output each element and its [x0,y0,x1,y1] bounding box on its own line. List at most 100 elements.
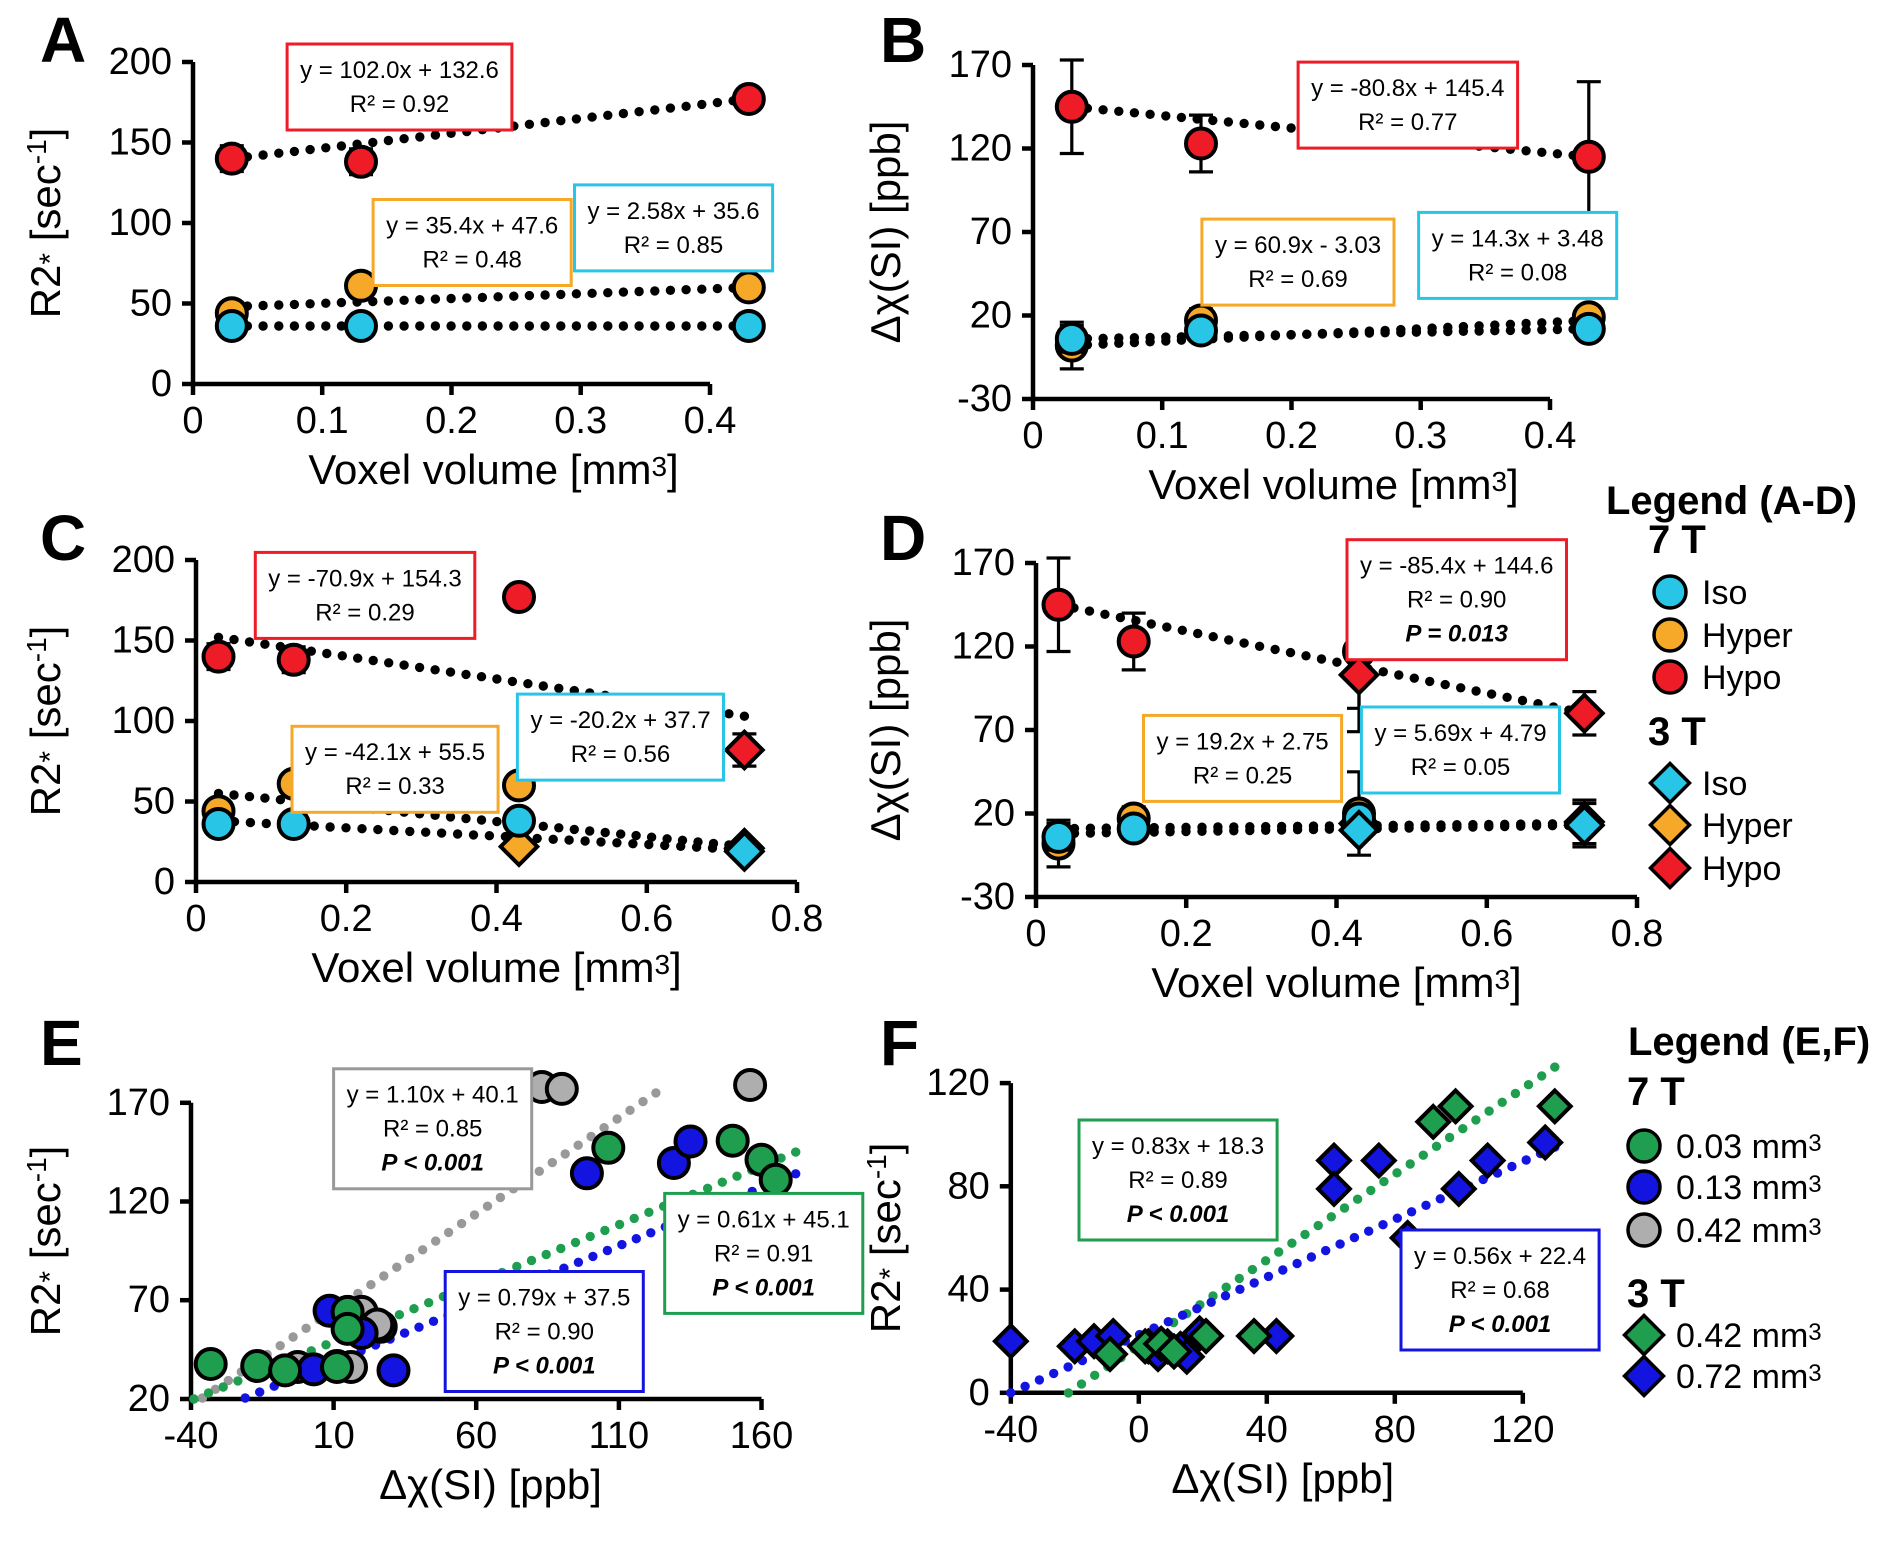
svg-text:y = 35.4x + 47.6: y = 35.4x + 47.6 [386,212,558,239]
svg-text:0.3: 0.3 [554,400,607,442]
svg-text:R² = 0.92: R² = 0.92 [350,91,449,118]
svg-text:0.2: 0.2 [1160,913,1213,955]
svg-text:R² = 0.77: R² = 0.77 [1358,109,1457,136]
svg-text:60: 60 [455,1415,497,1457]
svg-text:-30: -30 [960,876,1015,918]
svg-text:R² = 0.05: R² = 0.05 [1411,754,1510,781]
svg-text:0.42 mm3: 0.42 mm3 [1676,1212,1822,1250]
svg-text:R² = 0.89: R² = 0.89 [1128,1167,1227,1194]
svg-text:120: 120 [949,128,1012,170]
svg-text:40: 40 [948,1269,990,1311]
svg-text:70: 70 [970,211,1012,253]
svg-text:R² = 0.08: R² = 0.08 [1468,259,1567,286]
svg-text:Δχ(SI) [ppb]: Δχ(SI) [ppb] [862,619,909,842]
svg-text:-40: -40 [164,1415,219,1457]
svg-text:Hypo: Hypo [1702,850,1781,888]
svg-text:Voxel volume [mm3]: Voxel volume [mm3] [308,446,678,493]
svg-text:Hyper: Hyper [1702,807,1793,845]
svg-text:y = 19.2x + 2.75: y = 19.2x + 2.75 [1157,728,1329,755]
svg-text:P < 0.001: P < 0.001 [493,1352,596,1379]
svg-text:R² = 0.25: R² = 0.25 [1193,762,1292,789]
svg-text:80: 80 [948,1165,990,1207]
svg-text:0.8: 0.8 [771,898,824,940]
svg-text:0.72 mm3: 0.72 mm3 [1676,1358,1822,1396]
svg-text:3 T: 3 T [1648,710,1706,754]
svg-text:y = 0.83x + 18.3: y = 0.83x + 18.3 [1092,1133,1264,1160]
svg-text:P = 0.013: P = 0.013 [1405,621,1508,648]
svg-text:0.8: 0.8 [1611,913,1664,955]
svg-text:F: F [880,1007,919,1079]
svg-text:0: 0 [154,861,175,903]
svg-text:120: 120 [952,626,1015,668]
svg-text:0.42 mm3: 0.42 mm3 [1676,1317,1822,1355]
svg-text:150: 150 [112,620,175,662]
svg-text:100: 100 [112,700,175,742]
svg-text:-30: -30 [957,378,1012,420]
svg-text:70: 70 [973,709,1015,751]
svg-text:Voxel volume [mm3]: Voxel volume [mm3] [311,944,681,991]
svg-text:170: 170 [949,44,1012,86]
svg-text:Legend (E,F): Legend (E,F) [1628,1020,1870,1064]
svg-text:70: 70 [128,1279,170,1321]
svg-text:0: 0 [151,363,172,405]
svg-text:y = 2.58x + 35.6: y = 2.58x + 35.6 [587,198,759,225]
svg-text:R² = 0.48: R² = 0.48 [423,246,522,273]
svg-text:20: 20 [128,1378,170,1420]
svg-text:50: 50 [133,781,175,823]
svg-text:y = -42.1x + 55.5: y = -42.1x + 55.5 [305,739,485,766]
svg-text:120: 120 [1491,1409,1554,1451]
svg-text:0.2: 0.2 [320,898,373,940]
svg-text:0: 0 [185,898,206,940]
svg-text:y = 5.69x + 4.79: y = 5.69x + 4.79 [1374,720,1546,747]
svg-text:y = 102.0x + 132.6: y = 102.0x + 132.6 [300,57,499,84]
svg-text:Voxel volume [mm3]: Voxel volume [mm3] [1151,959,1521,1006]
svg-text:0: 0 [969,1372,990,1414]
svg-text:110: 110 [589,1415,650,1457]
svg-text:0: 0 [182,400,203,442]
svg-text:0: 0 [1025,913,1046,955]
svg-text:y = 0.79x + 37.5: y = 0.79x + 37.5 [458,1284,630,1311]
svg-text:3 T: 3 T [1627,1272,1685,1316]
svg-text:y = 0.56x + 22.4: y = 0.56x + 22.4 [1414,1243,1586,1270]
svg-text:y = 0.61x + 45.1: y = 0.61x + 45.1 [678,1206,850,1233]
svg-text:Hypo: Hypo [1702,659,1781,697]
svg-text:7 T: 7 T [1627,1070,1685,1114]
svg-text:A: A [40,4,86,76]
svg-text:0: 0 [1022,415,1043,457]
svg-text:Iso: Iso [1702,574,1747,612]
svg-text:Voxel volume [mm3]: Voxel volume [mm3] [1148,461,1518,508]
svg-text:0.1: 0.1 [1136,415,1189,457]
svg-text:R² = 0.69: R² = 0.69 [1248,266,1347,293]
svg-text:P < 0.001: P < 0.001 [1127,1201,1230,1228]
svg-text:y = -20.2x + 37.7: y = -20.2x + 37.7 [530,707,710,734]
svg-text:120: 120 [926,1062,989,1104]
svg-text:P < 0.001: P < 0.001 [381,1150,484,1177]
svg-text:0.4: 0.4 [1524,415,1577,457]
svg-text:R² = 0.29: R² = 0.29 [315,599,414,626]
svg-text:120: 120 [107,1181,170,1223]
svg-text:0.03 mm3: 0.03 mm3 [1676,1128,1822,1166]
svg-text:170: 170 [952,542,1015,584]
svg-text:D: D [880,502,926,574]
svg-text:200: 200 [109,41,172,83]
svg-text:B: B [880,4,926,76]
svg-text:Hyper: Hyper [1702,617,1793,655]
svg-text:R² = 0.56: R² = 0.56 [571,741,670,768]
svg-text:0.1: 0.1 [296,400,349,442]
svg-text:E: E [40,1007,83,1079]
svg-text:100: 100 [109,202,172,244]
svg-text:80: 80 [1374,1409,1416,1451]
svg-text:0.4: 0.4 [684,400,737,442]
svg-text:10: 10 [312,1415,354,1457]
svg-text:y = -80.8x + 145.4: y = -80.8x + 145.4 [1311,75,1504,102]
svg-text:0.3: 0.3 [1394,415,1447,457]
svg-text:20: 20 [973,793,1015,835]
svg-text:P < 0.001: P < 0.001 [1449,1311,1552,1338]
svg-text:0: 0 [1128,1409,1149,1451]
svg-text:C: C [40,502,86,574]
svg-text:R² = 0.68: R² = 0.68 [1450,1277,1549,1304]
svg-text:150: 150 [109,122,172,164]
svg-text:0.6: 0.6 [1460,913,1513,955]
svg-text:0.4: 0.4 [470,898,523,940]
svg-text:50: 50 [130,283,172,325]
